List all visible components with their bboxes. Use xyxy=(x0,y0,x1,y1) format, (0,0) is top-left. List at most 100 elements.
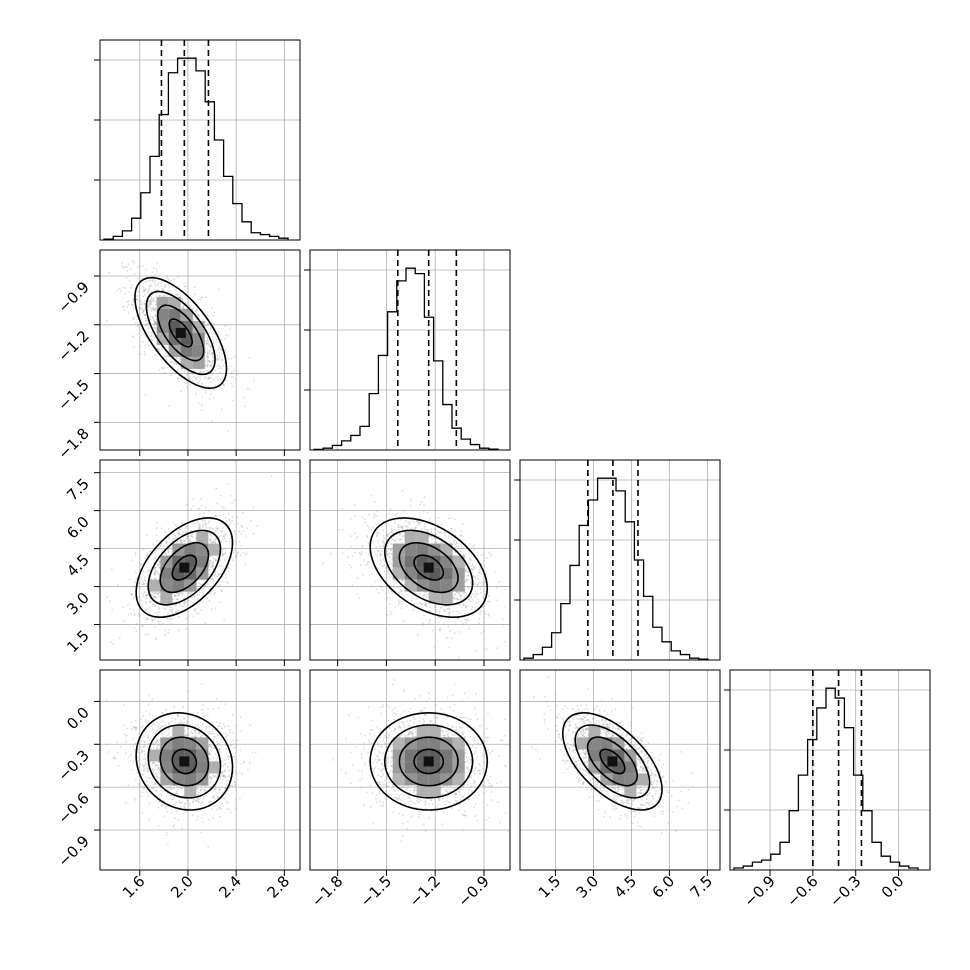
sample-point xyxy=(141,580,144,582)
sample-point xyxy=(141,763,144,766)
sample-point xyxy=(167,548,170,551)
sample-point xyxy=(198,371,201,374)
sample-point xyxy=(207,343,210,346)
sample-point xyxy=(386,570,388,573)
sample-point xyxy=(141,311,144,314)
sample-point xyxy=(138,586,141,589)
sample-point xyxy=(171,608,174,611)
sample-point xyxy=(480,572,482,575)
sample-point xyxy=(191,379,194,382)
sample-point xyxy=(171,601,174,603)
sample-point xyxy=(394,606,397,609)
sample-point xyxy=(221,549,224,552)
sample-point xyxy=(170,280,173,282)
sample-point xyxy=(213,378,215,381)
sample-point xyxy=(127,263,130,266)
sample-point xyxy=(152,317,155,320)
sample-point xyxy=(382,558,384,561)
sample-point xyxy=(423,614,425,617)
sample-point xyxy=(214,514,217,517)
sample-point xyxy=(152,543,155,545)
sample-point xyxy=(129,608,132,610)
sample-point xyxy=(211,541,213,544)
sample-point xyxy=(450,637,453,640)
sample-point xyxy=(140,307,142,310)
sample-point xyxy=(439,541,442,544)
sample-point xyxy=(146,607,148,610)
sample-point xyxy=(337,529,340,531)
sample-point xyxy=(134,799,137,801)
sample-point xyxy=(190,534,193,537)
sample-point xyxy=(218,573,220,576)
sample-point xyxy=(377,522,379,524)
sample-point xyxy=(416,603,418,605)
sample-point xyxy=(231,385,234,388)
sample-point xyxy=(144,557,147,559)
sample-point xyxy=(490,555,493,558)
sample-point xyxy=(434,520,437,523)
sample-point xyxy=(220,589,223,592)
sample-point xyxy=(212,356,215,359)
sample-point xyxy=(177,594,180,597)
sample-point xyxy=(197,587,200,590)
sample-point xyxy=(212,338,215,341)
sample-point xyxy=(209,365,212,368)
sample-point xyxy=(427,603,430,605)
sample-point xyxy=(197,402,200,405)
sample-point xyxy=(216,527,218,530)
sample-point xyxy=(143,582,145,585)
sample-point xyxy=(156,570,158,573)
sample-point xyxy=(215,487,218,490)
sample-point xyxy=(153,322,156,324)
sample-point xyxy=(142,308,144,311)
sample-point xyxy=(220,534,223,537)
sample-point xyxy=(214,538,217,541)
sample-point xyxy=(200,736,203,738)
sample-point xyxy=(194,730,197,732)
sample-point xyxy=(401,535,404,537)
sample-point xyxy=(153,281,156,284)
sample-point xyxy=(224,348,227,351)
sample-point xyxy=(156,347,159,350)
sample-point xyxy=(227,779,230,782)
sample-point xyxy=(423,525,426,528)
sample-point xyxy=(208,538,211,541)
sample-point xyxy=(483,610,486,613)
sample-point xyxy=(180,540,182,543)
sample-point xyxy=(143,289,146,292)
sample-point xyxy=(218,331,220,334)
sample-point xyxy=(193,596,196,598)
sample-point xyxy=(219,494,222,497)
sample-point xyxy=(146,304,149,307)
contour-0-1-2 xyxy=(145,290,216,376)
sample-point xyxy=(140,740,143,742)
sample-point xyxy=(375,531,378,534)
sample-point xyxy=(141,583,144,586)
sample-point xyxy=(154,592,157,595)
sample-point xyxy=(138,305,141,307)
sample-point xyxy=(479,613,481,615)
sample-point xyxy=(230,372,233,375)
sample-point xyxy=(455,597,458,600)
sample-point xyxy=(452,540,455,543)
sample-point xyxy=(168,618,171,620)
sample-point xyxy=(215,515,217,518)
sample-point xyxy=(182,592,184,595)
sample-point xyxy=(454,546,457,549)
sample-point xyxy=(197,375,200,378)
sample-point xyxy=(377,591,380,594)
sample-point xyxy=(154,617,157,620)
sample-point xyxy=(122,306,125,308)
sample-point xyxy=(215,537,217,540)
sample-point xyxy=(150,278,153,280)
sample-point xyxy=(226,527,229,530)
sample-point xyxy=(141,563,143,565)
sample-point xyxy=(146,555,149,558)
sample-point xyxy=(375,515,378,517)
sample-point xyxy=(221,565,224,567)
sample-point xyxy=(204,506,207,509)
sample-point xyxy=(196,309,199,311)
sample-point xyxy=(153,596,156,598)
sample-point xyxy=(453,597,456,600)
sample-point xyxy=(192,498,195,500)
